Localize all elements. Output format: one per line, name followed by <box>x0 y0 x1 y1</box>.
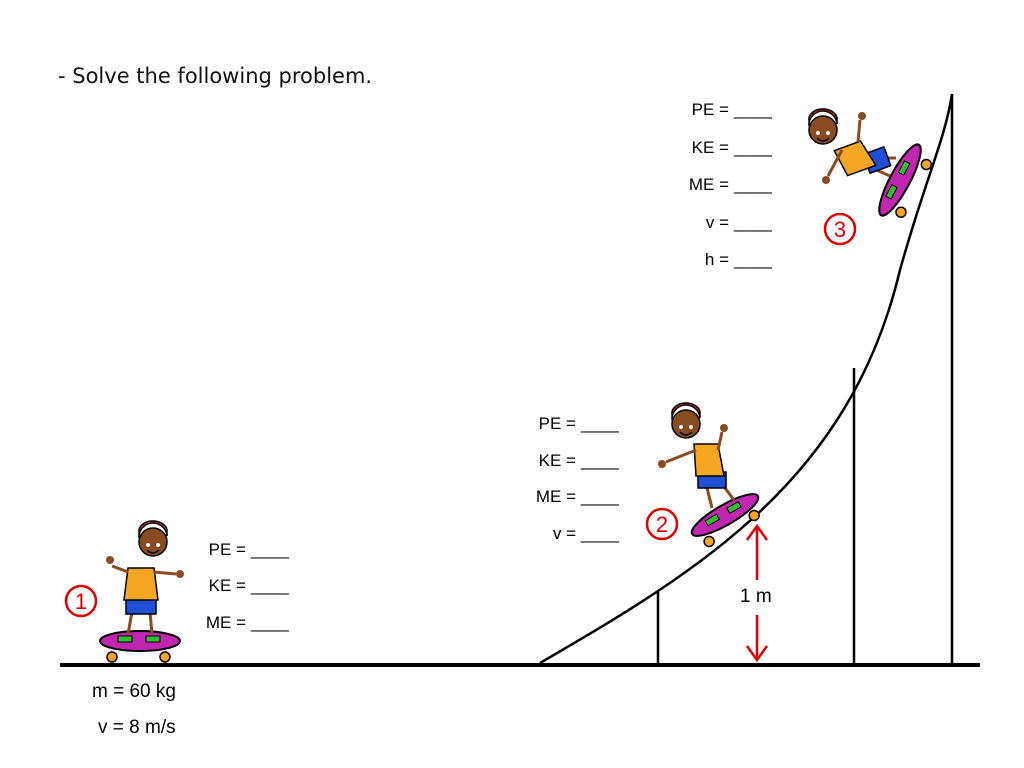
p3-label-ke: KE = <box>692 138 729 157</box>
height-arrow-down <box>745 615 769 663</box>
position-1-number: 1 <box>75 589 87 614</box>
p3-blank-v: ____ <box>733 213 772 232</box>
p3-label-me: ME = <box>689 175 729 194</box>
position-2: 2 PE = ____ KE = ____ ME = _ <box>536 402 760 548</box>
problem-instruction: - Solve the following problem. <box>58 64 373 88</box>
p1-label-ke: KE = <box>209 576 246 595</box>
p1-blank-me: ____ <box>250 613 289 632</box>
position-3-circle <box>823 212 857 246</box>
p1-blank-ke: ____ <box>250 576 289 595</box>
position-3-number: 3 <box>834 217 846 242</box>
p2-label-ke: KE = <box>539 451 576 470</box>
p2-label-me: ME = <box>536 487 576 506</box>
ramp-curve <box>539 93 954 665</box>
p2-label-pe: PE = <box>539 414 576 433</box>
p3-label-pe: PE = <box>692 100 729 119</box>
p3-blank-me: ____ <box>733 175 772 194</box>
p3-label-h: h = <box>705 250 729 269</box>
height-arrow-up <box>745 523 769 580</box>
p2-blank-ke: ____ <box>580 451 619 470</box>
given-mass: m = 60 kg <box>92 681 176 702</box>
position-2-circle <box>645 507 679 541</box>
skater-3 <box>878 143 933 218</box>
skater-2 <box>690 493 760 548</box>
p3-label-v: v = <box>706 213 729 232</box>
p1-blank-pe: ____ <box>250 540 289 559</box>
skater-1 <box>99 520 184 663</box>
p3-blank-h: ____ <box>733 250 772 269</box>
height-label: 1 m <box>740 586 772 607</box>
p1-label-pe: PE = <box>209 540 246 559</box>
p2-blank-pe: ____ <box>580 414 619 433</box>
skater-2-body <box>658 402 736 509</box>
position-1-circle <box>64 584 98 618</box>
height-marker: 1 m <box>740 523 772 663</box>
p3-blank-pe: ____ <box>733 100 772 119</box>
position-1: 1 PE = ____ <box>64 520 289 663</box>
p1-label-me: ME = <box>206 613 246 632</box>
p2-blank-v: ____ <box>580 524 619 543</box>
position-3: 3 PE = ____ KE = ____ ME = _ <box>689 100 933 269</box>
p3-blank-ke: ____ <box>733 138 772 157</box>
skateboard-1 <box>99 630 181 652</box>
given-velocity: v = 8 m/s <box>98 717 176 738</box>
p2-blank-me: ____ <box>580 487 619 506</box>
skater-3-body <box>808 108 896 184</box>
position-2-number: 2 <box>656 512 668 537</box>
p2-label-v: v = <box>553 524 576 543</box>
